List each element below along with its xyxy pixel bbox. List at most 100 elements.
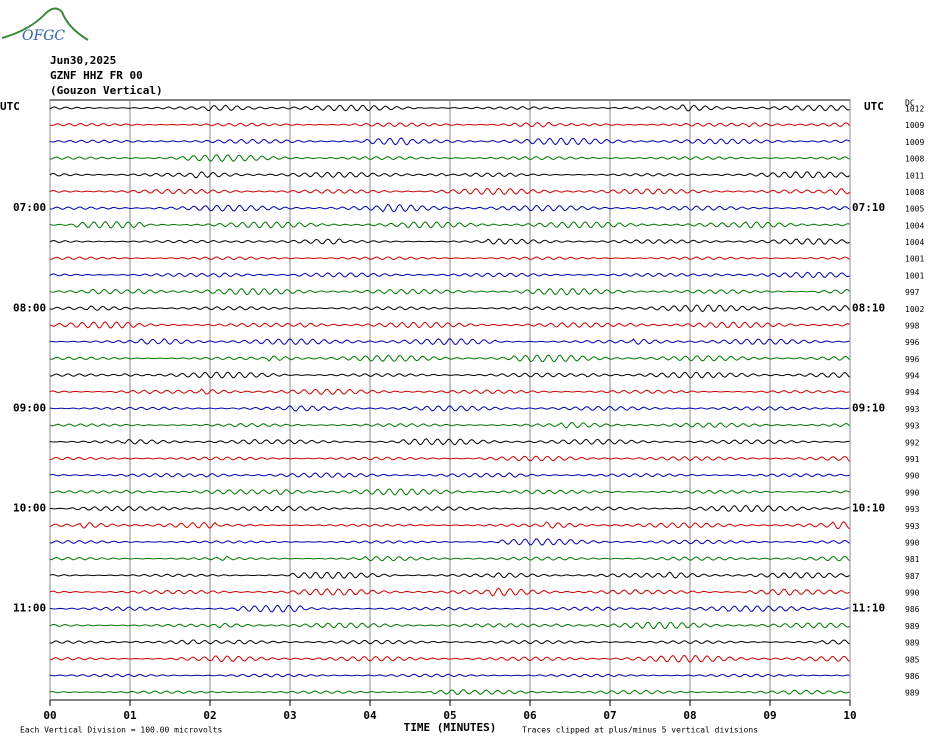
right-time-label: 07:10	[852, 201, 885, 214]
x-tick-label: 05	[443, 709, 456, 722]
dc-value: 1002	[905, 305, 924, 314]
dc-value: 986	[905, 605, 920, 614]
dc-value: 998	[905, 321, 920, 330]
trace	[49, 354, 850, 363]
x-axis-title: TIME (MINUTES)	[404, 721, 497, 734]
logo-mountain	[1, 7, 89, 41]
left-time-label: 11:00	[13, 602, 46, 615]
left-time-label: 07:00	[13, 201, 46, 214]
trace	[49, 472, 850, 478]
dc-value: 990	[905, 472, 920, 481]
dc-value: 991	[905, 455, 920, 464]
x-tick-label: 00	[43, 709, 56, 722]
trace	[49, 104, 850, 112]
x-tick-label: 09	[763, 709, 776, 722]
date: Jun30,2025	[50, 54, 116, 67]
trace	[49, 371, 850, 379]
scale-note: Each Vertical Division = 100.00 microvol…	[20, 726, 222, 735]
dc-value: 987	[905, 572, 920, 581]
dc-value: 1009	[905, 121, 924, 130]
dc-value: 993	[905, 522, 920, 531]
dc-value: 993	[905, 422, 920, 431]
dc-value: 989	[905, 689, 920, 698]
right-axis-title: UTC	[864, 100, 884, 113]
trace	[49, 673, 850, 678]
x-tick-label: 01	[123, 709, 137, 722]
dc-value: 989	[905, 622, 920, 631]
dc-value: 990	[905, 538, 920, 547]
trace	[49, 405, 850, 412]
dc-value: 1001	[905, 271, 924, 280]
logo: OFGC	[1, 7, 89, 44]
right-time-label: 08:10	[852, 301, 885, 314]
trace	[49, 287, 850, 296]
clip-note: Traces clipped at plus/minus 5 vertical …	[522, 726, 758, 735]
trace	[49, 521, 850, 530]
left-time-label: 09:00	[13, 401, 46, 414]
trace	[49, 388, 850, 395]
dc-value: 1009	[905, 138, 924, 147]
dc-value: 1012	[905, 105, 924, 114]
dc-value: 993	[905, 505, 920, 514]
dc-value: 990	[905, 589, 920, 598]
dc-value: 994	[905, 372, 920, 381]
right-time-label: 10:10	[852, 502, 885, 515]
location: (Gouzon Vertical)	[50, 84, 163, 97]
dc-value: 1004	[905, 238, 924, 247]
dc-value: 985	[905, 655, 920, 664]
dc-value: 993	[905, 405, 920, 414]
dc-value: 1011	[905, 171, 924, 180]
trace	[49, 203, 850, 213]
dc-value: 986	[905, 672, 920, 681]
dc-value: 990	[905, 488, 920, 497]
dc-value: 994	[905, 388, 920, 397]
trace	[49, 571, 850, 579]
trace	[49, 689, 850, 696]
trace	[49, 488, 850, 496]
logo-text: OFGC	[22, 28, 65, 44]
dc-value: 1008	[905, 155, 924, 164]
trace	[49, 639, 850, 645]
trace	[49, 321, 850, 329]
trace	[49, 654, 850, 663]
x-tick-label: 06	[523, 709, 537, 722]
trace	[49, 238, 850, 245]
trace	[49, 338, 850, 346]
station: GZNF HHZ FR 00	[50, 69, 143, 82]
right-time-label: 09:10	[852, 401, 885, 414]
x-tick-label: 07	[603, 709, 616, 722]
trace	[49, 256, 850, 261]
trace	[49, 555, 850, 562]
x-tick-label: 02	[203, 709, 216, 722]
left-axis-title: UTC	[0, 100, 20, 113]
right-time-label: 11:10	[852, 602, 885, 615]
dc-value: 992	[905, 438, 920, 447]
dc-value: 996	[905, 338, 920, 347]
dc-title: DC	[905, 99, 915, 108]
trace	[49, 438, 850, 446]
trace	[49, 304, 850, 313]
trace	[49, 271, 850, 279]
trace	[49, 621, 850, 630]
trace	[49, 121, 850, 128]
trace	[49, 587, 850, 597]
dc-value: 1004	[905, 221, 924, 230]
left-time-label: 10:00	[13, 502, 46, 515]
trace	[49, 538, 850, 546]
trace	[49, 187, 850, 196]
dc-value: 1008	[905, 188, 924, 197]
trace	[49, 171, 850, 179]
trace	[49, 455, 850, 462]
dc-value: 1001	[905, 255, 924, 264]
dc-value: 989	[905, 639, 920, 648]
trace	[49, 221, 850, 229]
dc-value: 997	[905, 288, 920, 297]
trace	[49, 154, 850, 162]
trace	[49, 421, 850, 429]
dc-value: 981	[905, 555, 920, 564]
x-tick-label: 03	[283, 709, 296, 722]
dc-value: 1005	[905, 205, 924, 214]
trace	[49, 504, 850, 513]
dc-value: 996	[905, 355, 920, 364]
